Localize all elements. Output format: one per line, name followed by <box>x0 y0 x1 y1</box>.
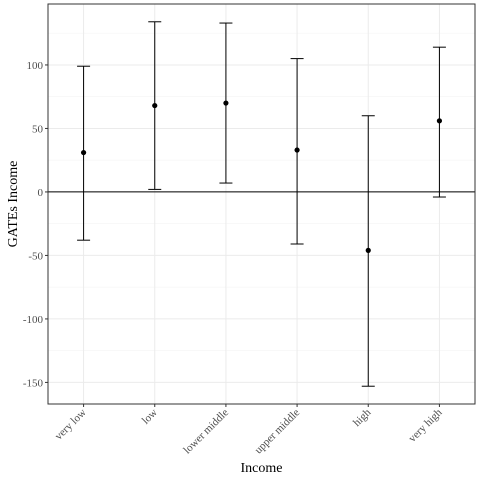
panel-border <box>47 3 476 405</box>
errorbar-marks <box>77 21 446 387</box>
errorbar-group <box>290 58 304 245</box>
y-axis-title: GATEs Income <box>6 161 21 248</box>
point-estimate <box>80 149 87 156</box>
point-estimate <box>365 247 371 253</box>
y-tick-labels: -150 -100 -50 0 50 100 <box>23 60 48 389</box>
errorbar-group <box>148 21 162 190</box>
point-estimate <box>152 102 158 109</box>
errorbar-group <box>77 65 91 241</box>
point-estimate <box>294 147 300 153</box>
y-tick-label: -50 <box>28 250 43 262</box>
y-tick-label: 100 <box>27 60 44 72</box>
x-axis-title: Income <box>241 461 283 476</box>
y-tick-label: -150 <box>23 377 44 389</box>
y-tick-label: 50 <box>32 123 44 135</box>
point-estimate <box>223 100 229 106</box>
errorbar-group <box>432 46 446 198</box>
y-tick-label: 0 <box>38 187 44 199</box>
y-tick-label: -100 <box>23 314 44 326</box>
errorbar-group <box>361 115 375 387</box>
point-estimate <box>436 118 443 124</box>
errorbar-group <box>219 22 233 184</box>
